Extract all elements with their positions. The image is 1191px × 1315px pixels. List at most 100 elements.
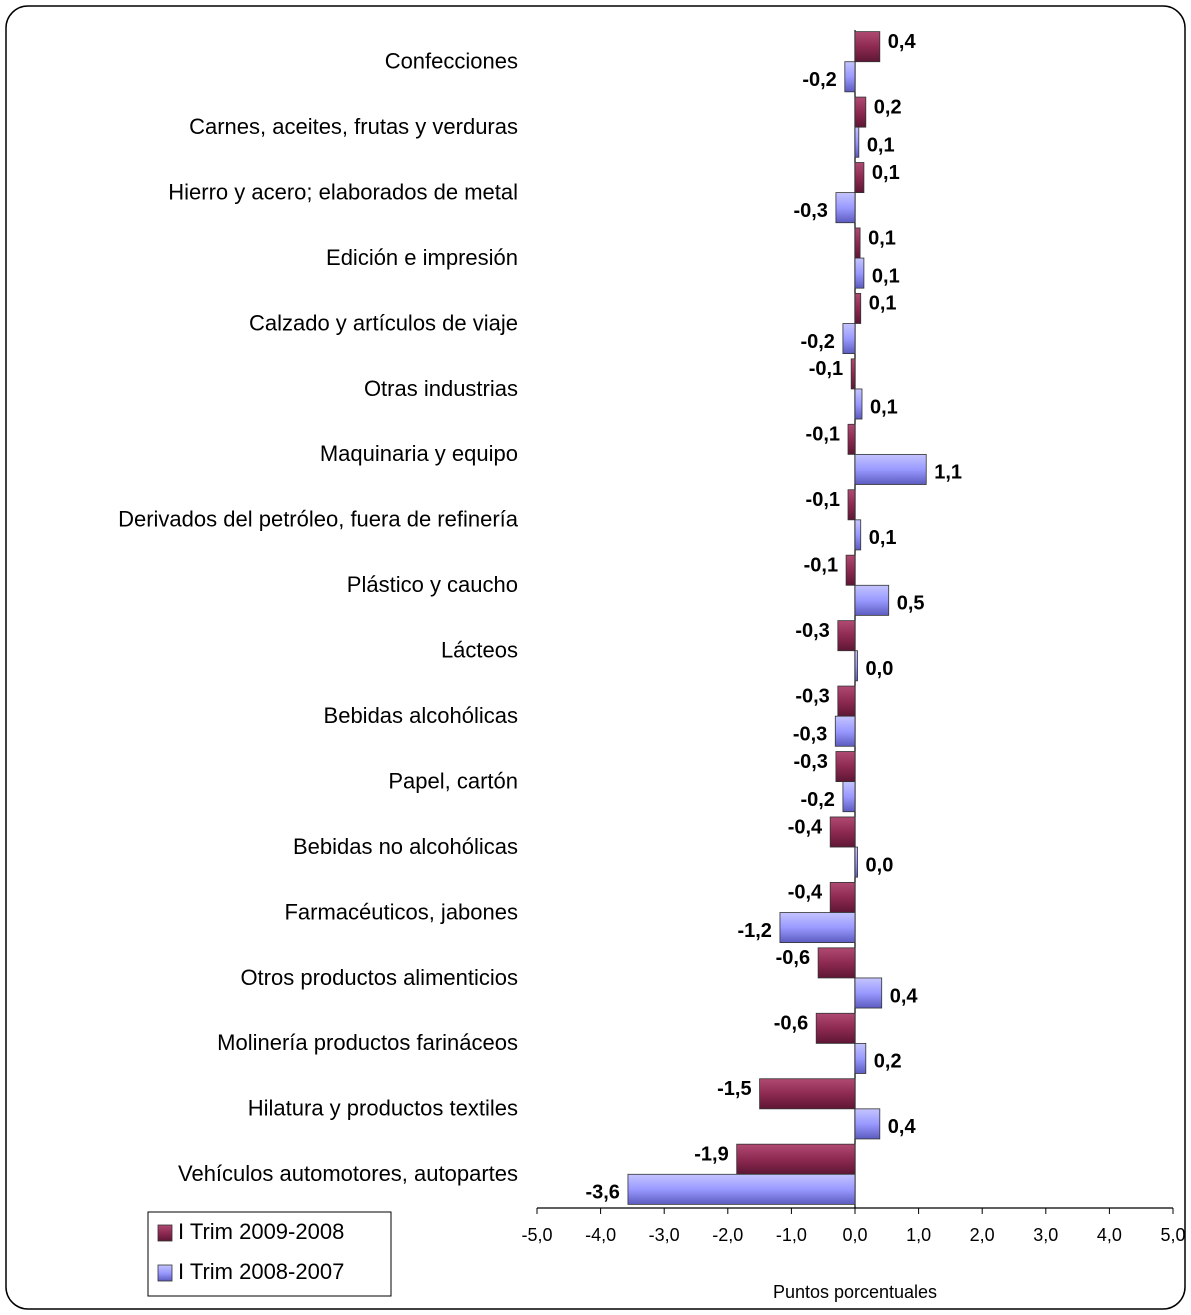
bar: [854, 292, 862, 324]
bar: [759, 1078, 856, 1110]
category-label: Bebidas alcohólicas: [324, 703, 518, 728]
data-label: -0,4: [788, 882, 823, 904]
bar: [845, 554, 856, 586]
category-label: Plástico y caucho: [347, 572, 518, 597]
category-label: Maquinaria y equipo: [320, 441, 518, 466]
data-label: -0,1: [804, 555, 838, 577]
bar: [779, 912, 856, 944]
data-label: -0,1: [806, 424, 840, 446]
data-label: 0,4: [888, 1116, 917, 1138]
bar: [854, 1042, 867, 1074]
x-axis-label: Puntos porcentuales: [773, 1282, 937, 1302]
data-label: -0,3: [795, 620, 829, 642]
bar: [736, 1143, 856, 1175]
data-label: -0,1: [809, 358, 843, 380]
x-tick-label: -3,0: [649, 1225, 680, 1245]
bar: [854, 846, 858, 878]
bar: [844, 61, 856, 93]
legend-label: I Trim 2008-2007: [178, 1259, 344, 1284]
bar: [847, 423, 856, 455]
x-tick-label: -2,0: [712, 1225, 743, 1245]
data-label: 0,1: [869, 527, 897, 549]
category-label: Hilatura y productos textiles: [248, 1096, 518, 1121]
data-label: -0,3: [793, 751, 827, 773]
data-label: -0,3: [795, 685, 829, 707]
bar: [829, 816, 856, 848]
category-label: Otras industrias: [364, 376, 518, 401]
data-label: -1,5: [717, 1078, 751, 1100]
x-tick-label: 5,0: [1160, 1225, 1185, 1245]
category-label: Molinería productos farináceos: [217, 1030, 518, 1055]
legend-box: [147, 1211, 392, 1297]
x-tick-label: 3,0: [1033, 1225, 1058, 1245]
bar: [842, 781, 856, 813]
bar: [815, 1012, 856, 1044]
data-label: 0,1: [867, 135, 895, 157]
data-label: 0,1: [872, 162, 900, 184]
data-label: 0,0: [866, 658, 894, 680]
data-label: 0,5: [897, 593, 925, 615]
category-label: Papel, cartón: [388, 768, 518, 793]
data-label: -3,6: [585, 1182, 619, 1204]
bar: [854, 650, 858, 682]
bar: [854, 519, 862, 551]
bar: [854, 96, 867, 128]
chart-border: [5, 5, 1186, 1310]
data-label: -0,1: [806, 489, 840, 511]
category-label: Hierro y acero; elaborados de metal: [168, 179, 518, 204]
bar: [854, 257, 865, 289]
category-label: Derivados del petróleo, fuera de refiner…: [118, 507, 519, 532]
data-label: 0,2: [874, 1051, 902, 1073]
bar: [817, 947, 856, 979]
bar: [850, 358, 856, 390]
x-tick-label: -4,0: [585, 1225, 616, 1245]
bar: [854, 453, 927, 485]
category-label: Lácteos: [441, 638, 518, 663]
data-label: 0,1: [870, 396, 898, 418]
data-label: 0,4: [890, 985, 919, 1007]
data-label: 0,1: [872, 265, 900, 287]
bar: [627, 1173, 856, 1205]
x-tick-label: 1,0: [906, 1225, 931, 1245]
category-label: Carnes, aceites, frutas y verduras: [189, 114, 518, 139]
data-label: 1,1: [934, 462, 962, 484]
bar: [835, 192, 856, 224]
category-label: Edición e impresión: [326, 245, 518, 270]
data-label: -0,3: [793, 200, 827, 222]
bar: [837, 685, 856, 717]
bar: [829, 881, 856, 913]
x-tick-label: 0,0: [842, 1225, 867, 1245]
category-label: Otros productos alimenticios: [240, 965, 518, 990]
legend-label: I Trim 2009-2008: [178, 1219, 344, 1244]
data-label: -0,3: [793, 724, 827, 746]
x-tick-label: -5,0: [521, 1225, 552, 1245]
bar: [854, 227, 861, 259]
data-label: -0,6: [774, 1013, 808, 1035]
data-label: -0,6: [776, 947, 810, 969]
bar: [854, 126, 860, 158]
bar: [842, 323, 856, 355]
bar: [854, 584, 890, 616]
category-label: Bebidas no alcohólicas: [293, 834, 518, 859]
x-tick-label: 2,0: [970, 1225, 995, 1245]
legend-swatch: [157, 1264, 173, 1282]
data-label: 0,1: [869, 293, 897, 315]
data-label: -0,4: [788, 816, 823, 838]
data-label: -1,2: [737, 920, 771, 942]
data-label: 0,4: [888, 31, 917, 53]
data-label: -0,2: [800, 331, 834, 353]
bar: [854, 162, 865, 194]
category-label: Confecciones: [385, 49, 518, 74]
category-label: Farmacéuticos, jabones: [284, 899, 518, 924]
category-label: Calzado y artículos de viaje: [249, 310, 518, 335]
bar: [854, 1108, 881, 1140]
data-label: -1,9: [694, 1144, 728, 1166]
x-tick-label: 4,0: [1097, 1225, 1122, 1245]
data-label: 0,1: [868, 227, 896, 249]
bar: [835, 751, 856, 783]
bar: [834, 715, 856, 747]
category-label: Vehículos automotores, autopartes: [178, 1161, 518, 1186]
bar: [854, 977, 883, 1009]
data-label: -0,2: [802, 69, 836, 91]
